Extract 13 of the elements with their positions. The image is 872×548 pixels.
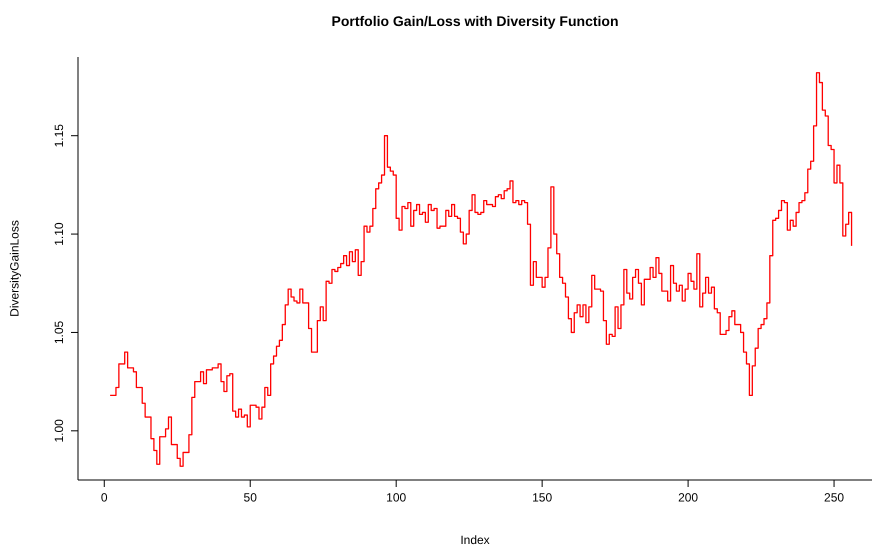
- y-tick-label: 1.00: [52, 418, 66, 442]
- x-tick-label: 50: [244, 490, 258, 505]
- x-tick-label: 150: [532, 490, 552, 505]
- x-tick-label: 100: [386, 490, 407, 505]
- y-tick-label: 1.10: [52, 222, 66, 246]
- y-axis-title: DiversityGainLoss: [7, 220, 22, 317]
- chart-title: Portfolio Gain/Loss with Diversity Function: [330, 13, 620, 29]
- y-tick-label: 1.15: [52, 124, 66, 148]
- x-axis-title: Index: [460, 533, 490, 547]
- y-tick-label: 1.05: [52, 320, 66, 344]
- x-tick-label: 200: [678, 490, 698, 505]
- x-tick-label: 250: [824, 490, 844, 505]
- x-tick-label: 0: [100, 490, 108, 505]
